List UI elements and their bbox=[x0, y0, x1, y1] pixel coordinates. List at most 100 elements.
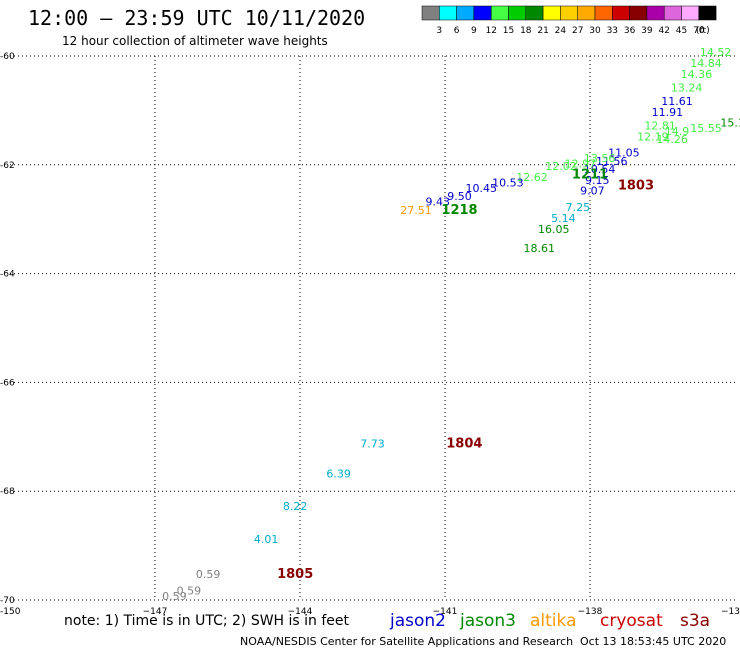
wave-height-label: 10.54 bbox=[584, 163, 616, 176]
y-tick-label: -70 bbox=[0, 596, 15, 606]
chart-subtitle: 12 hour collection of altimeter wave hei… bbox=[62, 34, 328, 48]
colorbar-swatch bbox=[612, 5, 630, 21]
wave-height-label: 7.73 bbox=[360, 438, 385, 451]
x-tick-label: −13 bbox=[721, 607, 740, 617]
colorbar-swatch bbox=[456, 5, 475, 21]
wave-height-label: 11.61 bbox=[661, 95, 693, 108]
colorbar-swatch bbox=[698, 5, 717, 21]
wave-height-label: 13.56 bbox=[584, 152, 616, 165]
colorbar-swatch bbox=[681, 5, 700, 21]
x-tick-label: −144 bbox=[288, 607, 313, 617]
pass-time-label: 1804 bbox=[446, 437, 482, 452]
wave-height-label: 0.59 bbox=[177, 585, 202, 598]
wave-height-label: 9.15 bbox=[585, 174, 610, 187]
wave-height-label: 6.39 bbox=[326, 468, 351, 481]
legend-entry-jason2: jason2 bbox=[389, 611, 446, 631]
colorbar-label: 27 bbox=[572, 26, 583, 36]
wave-height-label: 12.97 bbox=[565, 158, 597, 171]
wave-height-label: 14.9 bbox=[665, 125, 690, 138]
wave-height-label: 9.43 bbox=[426, 196, 451, 209]
x-tick-label: −138 bbox=[578, 607, 603, 617]
wave-height-label: 0.59 bbox=[162, 590, 187, 603]
colorbar-label: 12 bbox=[485, 26, 496, 36]
wave-height-label: 4.01 bbox=[254, 533, 279, 546]
colorbar: 3 6 9 12 15 18 21 24 27 30 33 36 39 42 45 70(ft) bbox=[421, 5, 717, 36]
wave-height-label: 13.24 bbox=[671, 81, 703, 94]
y-tick-label: -66 bbox=[0, 378, 15, 388]
wave-height-label: 12.81 bbox=[644, 119, 676, 132]
wave-height-label: 7.25 bbox=[566, 201, 591, 214]
wave-height-label: 9.50 bbox=[447, 190, 472, 203]
colorbar-swatch bbox=[663, 5, 682, 21]
wave-height-label: 11.56 bbox=[596, 155, 628, 168]
wave-height-label: 11.05 bbox=[608, 147, 640, 160]
colorbar-swatch bbox=[594, 5, 613, 21]
wave-height-label: 0.59 bbox=[196, 568, 221, 581]
colorbar-label: 33 bbox=[607, 26, 618, 36]
wave-height-label: 10.53 bbox=[492, 177, 524, 190]
pass-time-label: 1805 bbox=[277, 567, 313, 582]
wave-height-label: 10.45 bbox=[466, 182, 498, 195]
wave-height-label: 14.36 bbox=[681, 68, 713, 81]
chart-title: 12:00 – 23:59 UTC 10/11/2020 bbox=[28, 6, 365, 30]
colorbar-label: 39 bbox=[641, 26, 653, 36]
colorbar-label: (ft) bbox=[696, 26, 710, 36]
wave-height-label: 18.61 bbox=[524, 242, 556, 255]
wave-height-label: 9.07 bbox=[580, 185, 605, 198]
satellite-legend: jason2 jason3 altika cryosat s3a bbox=[389, 611, 710, 631]
y-tick-label: -64 bbox=[0, 270, 15, 280]
y-tick-label: -68 bbox=[0, 487, 15, 497]
pass-time-label: 1211 bbox=[572, 167, 608, 182]
colorbar-swatch bbox=[473, 5, 492, 21]
x-tick-label: -150 bbox=[0, 607, 21, 617]
pass-time-label: 1803 bbox=[618, 178, 654, 193]
x-tick-label: −147 bbox=[143, 607, 168, 617]
wave-height-label: 12.62 bbox=[516, 171, 548, 184]
wave-height-label: 12.02 bbox=[545, 160, 577, 173]
colorbar-swatch bbox=[629, 5, 648, 21]
colorbar-label: 42 bbox=[658, 26, 669, 36]
colorbar-swatch bbox=[560, 5, 578, 21]
pass-time-labels: 1211 1803 1218 1804 1805 bbox=[277, 167, 654, 582]
wave-height-label: 11.91 bbox=[652, 106, 684, 119]
colorbar-swatch bbox=[525, 5, 544, 21]
wave-height-labels: 14.5214.8414.3613.2411.6111.9112.8112.19… bbox=[162, 46, 740, 603]
x-tick-label: −141 bbox=[433, 607, 458, 617]
grid-lines bbox=[10, 55, 735, 601]
colorbar-swatch bbox=[508, 5, 527, 21]
colorbar-swatch bbox=[490, 5, 509, 21]
legend-entry-s3a: s3a bbox=[680, 611, 710, 631]
wave-height-label: 15.1 bbox=[720, 117, 740, 130]
wave-height-label: 15.55 bbox=[690, 122, 722, 135]
colorbar-label: 6 bbox=[454, 26, 460, 36]
colorbar-label: 70 bbox=[693, 26, 705, 36]
pass-time-label: 1218 bbox=[441, 203, 477, 218]
legend-entry-jason3: jason3 bbox=[459, 611, 516, 631]
colorbar-swatch bbox=[542, 5, 561, 21]
colorbar-label: 3 bbox=[436, 26, 442, 36]
y-tick-label: -60 bbox=[0, 52, 15, 62]
wave-height-label: 14.84 bbox=[690, 57, 722, 70]
y-tick-label: -62 bbox=[0, 161, 15, 171]
colorbar-label: 18 bbox=[520, 26, 532, 36]
colorbar-label: 36 bbox=[624, 26, 636, 36]
colorbar-swatch bbox=[646, 5, 665, 21]
wave-height-label: 27.51 bbox=[400, 204, 432, 217]
wave-height-label: 16.05 bbox=[538, 223, 570, 236]
colorbar-swatch bbox=[421, 5, 440, 21]
colorbar-label: 30 bbox=[589, 26, 601, 36]
footer-note: note: 1) Time is in UTC; 2) SWH is in fe… bbox=[64, 613, 350, 629]
wave-height-label: 12.19 bbox=[637, 130, 669, 143]
colorbar-label: 15 bbox=[503, 26, 514, 36]
colorbar-label: 21 bbox=[537, 26, 548, 36]
colorbar-label: 24 bbox=[555, 26, 567, 36]
colorbar-swatch bbox=[439, 5, 457, 21]
wave-height-label: 14.26 bbox=[656, 133, 688, 146]
colorbar-label: 45 bbox=[676, 26, 687, 36]
wave-height-label: 5.14 bbox=[551, 212, 576, 225]
wave-height-label: 14.52 bbox=[700, 46, 732, 59]
wave-height-label: 8.22 bbox=[283, 500, 308, 513]
colorbar-swatch bbox=[577, 5, 596, 21]
legend-entry-cryosat: cryosat bbox=[600, 611, 663, 631]
